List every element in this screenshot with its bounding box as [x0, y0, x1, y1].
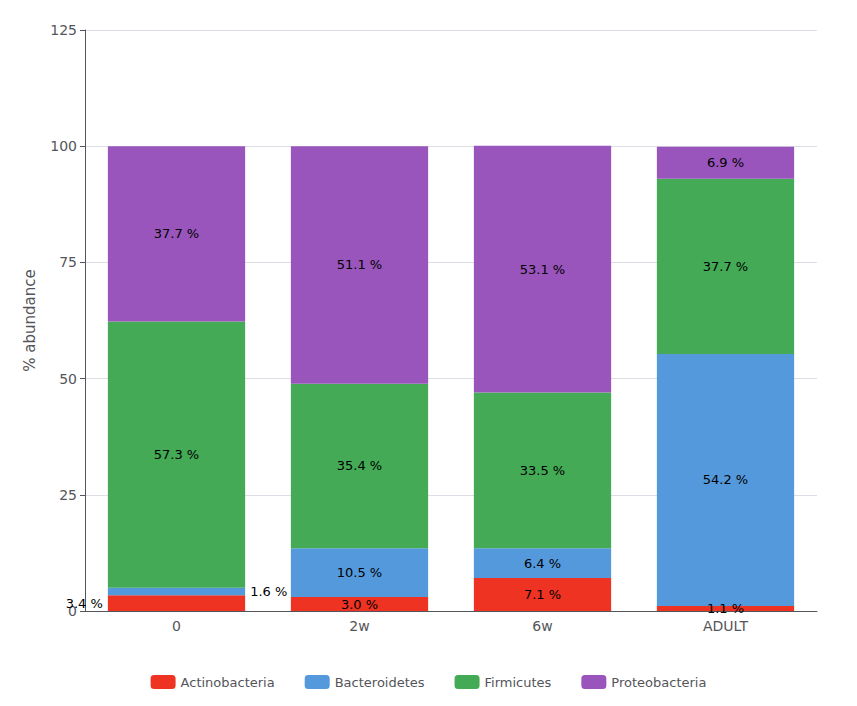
svg-text:3.0 %: 3.0 % — [341, 597, 378, 612]
svg-text:Proteobacteria: Proteobacteria — [611, 675, 706, 690]
svg-text:25: 25 — [59, 487, 77, 503]
svg-text:1.6 %: 1.6 % — [250, 584, 287, 599]
svg-text:53.1 %: 53.1 % — [520, 262, 565, 277]
svg-text:6.4 %: 6.4 % — [524, 556, 561, 571]
svg-text:125: 125 — [50, 22, 77, 38]
svg-text:50: 50 — [59, 371, 77, 387]
svg-text:100: 100 — [50, 138, 77, 154]
svg-text:75: 75 — [59, 254, 77, 270]
svg-text:ADULT: ADULT — [703, 618, 748, 634]
svg-text:3.4 %: 3.4 % — [66, 596, 103, 611]
svg-text:0: 0 — [172, 618, 181, 634]
svg-text:54.2 %: 54.2 % — [703, 472, 748, 487]
svg-text:2w: 2w — [349, 618, 369, 634]
svg-text:37.7 %: 37.7 % — [154, 226, 199, 241]
svg-text:37.7 %: 37.7 % — [703, 259, 748, 274]
svg-text:% abundance: % abundance — [21, 269, 39, 371]
svg-text:10.5 %: 10.5 % — [337, 565, 382, 580]
svg-text:51.1 %: 51.1 % — [337, 257, 382, 272]
svg-text:Actinobacteria: Actinobacteria — [181, 675, 275, 690]
svg-text:57.3 %: 57.3 % — [154, 447, 199, 462]
svg-text:33.5 %: 33.5 % — [520, 463, 565, 478]
svg-text:7.1 %: 7.1 % — [524, 587, 561, 602]
svg-text:6.9 %: 6.9 % — [707, 155, 744, 170]
svg-text:1.1 %: 1.1 % — [707, 601, 744, 616]
svg-text:Firmicutes: Firmicutes — [485, 675, 552, 690]
svg-text:35.4 %: 35.4 % — [337, 458, 382, 473]
svg-text:Bacteroidetes: Bacteroidetes — [335, 675, 425, 690]
svg-text:6w: 6w — [532, 618, 552, 634]
svg-text:0: 0 — [68, 603, 77, 619]
